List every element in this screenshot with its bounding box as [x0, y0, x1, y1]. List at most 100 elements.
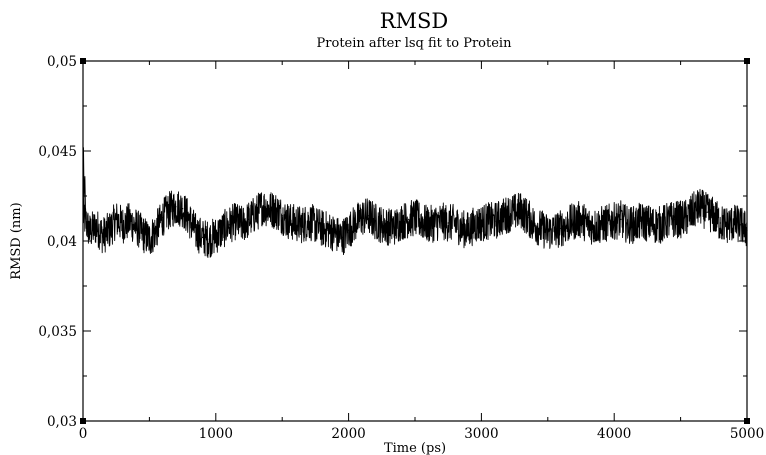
data-point [527, 217, 529, 219]
data-point [268, 208, 270, 210]
data-point [241, 224, 243, 226]
corner-handle [744, 58, 750, 64]
data-point [699, 206, 702, 208]
data-point [447, 222, 449, 224]
data-point [640, 220, 642, 222]
data-point [646, 222, 649, 224]
data-point [653, 224, 655, 226]
data-point [706, 211, 708, 213]
data-point [95, 226, 97, 228]
data-point [208, 238, 210, 240]
data-point [633, 224, 635, 226]
data-point [540, 227, 542, 229]
data-point [573, 220, 576, 222]
x-tick-label: 1000 [199, 426, 233, 442]
data-point [454, 222, 456, 224]
data-point [195, 231, 197, 233]
data-point [367, 215, 370, 217]
data-point [354, 222, 356, 224]
data-point [314, 224, 316, 226]
data-point [82, 213, 84, 215]
data-point [746, 229, 748, 231]
data-point [201, 236, 204, 238]
data-point [182, 208, 184, 210]
data-point [387, 226, 389, 228]
data-point [221, 229, 223, 231]
data-point [341, 236, 343, 238]
data-point [142, 233, 144, 235]
data-point [162, 217, 164, 219]
data-point [613, 220, 615, 222]
data-point [261, 206, 263, 208]
data-point [660, 224, 662, 226]
data-point [148, 238, 150, 240]
data-point [175, 206, 177, 208]
x-tick-label: 5000 [730, 426, 764, 442]
data-point [308, 220, 310, 222]
data-layer [82, 147, 748, 258]
data-point [713, 215, 715, 217]
data-point [235, 220, 237, 222]
data-point [673, 218, 675, 220]
y-tick-label: 0,04 [47, 234, 77, 250]
data-point [666, 220, 668, 222]
data-point [580, 218, 582, 220]
data-point [361, 217, 363, 219]
data-point [560, 227, 562, 229]
data-point [607, 222, 609, 224]
chart-title: RMSD [380, 9, 449, 33]
data-point [460, 227, 463, 229]
axis-ticks: 0 1000 2000 3000 4000 5000 0,03 0,035 0,04 0,045 0… [38, 54, 764, 442]
data-point [421, 220, 423, 222]
data-point [514, 211, 516, 213]
data-point [587, 224, 589, 226]
corner-handle [80, 58, 86, 64]
data-point [533, 224, 536, 226]
data-point [434, 222, 436, 224]
corner-handle [80, 418, 86, 424]
data-point [248, 218, 250, 220]
data-point [255, 213, 257, 215]
data-point [626, 224, 629, 226]
data-point [135, 226, 137, 228]
data-point [739, 224, 742, 226]
y-axis-label: RMSD (nm) [9, 202, 24, 279]
data-point [547, 231, 549, 233]
chart-subtitle: Protein after lsq fit to Protein [317, 36, 513, 51]
data-point [374, 220, 376, 222]
data-point [89, 231, 91, 233]
data-point [520, 209, 522, 211]
data-point [480, 222, 482, 224]
data-point [102, 235, 104, 237]
data-point [294, 222, 297, 224]
data-point [281, 215, 283, 217]
data-point [487, 220, 489, 222]
x-tick-label: 4000 [597, 426, 631, 442]
data-point [288, 220, 290, 222]
data-point [441, 220, 443, 222]
data-point [394, 226, 396, 228]
data-point [334, 233, 336, 235]
data-point [686, 217, 688, 219]
frame-corner-handles [80, 58, 750, 424]
data-point [321, 227, 323, 229]
x-tick-label: 0 [79, 426, 88, 442]
data-point [168, 209, 170, 211]
data-point [693, 209, 695, 211]
data-point [553, 229, 556, 231]
x-tick-label: 2000 [331, 426, 365, 442]
data-point [188, 218, 190, 220]
x-tick-label: 3000 [464, 426, 498, 442]
y-tick-label: 0,045 [38, 144, 77, 160]
y-tick-label: 0,03 [47, 414, 77, 430]
data-point [381, 224, 383, 226]
data-point [228, 224, 230, 226]
data-point [122, 224, 124, 226]
data-point [733, 222, 735, 224]
data-point [427, 224, 429, 226]
data-point [680, 218, 682, 220]
data-point [494, 220, 496, 222]
data-point [414, 217, 416, 219]
initial-spike [82, 147, 87, 220]
data-point [407, 218, 409, 220]
